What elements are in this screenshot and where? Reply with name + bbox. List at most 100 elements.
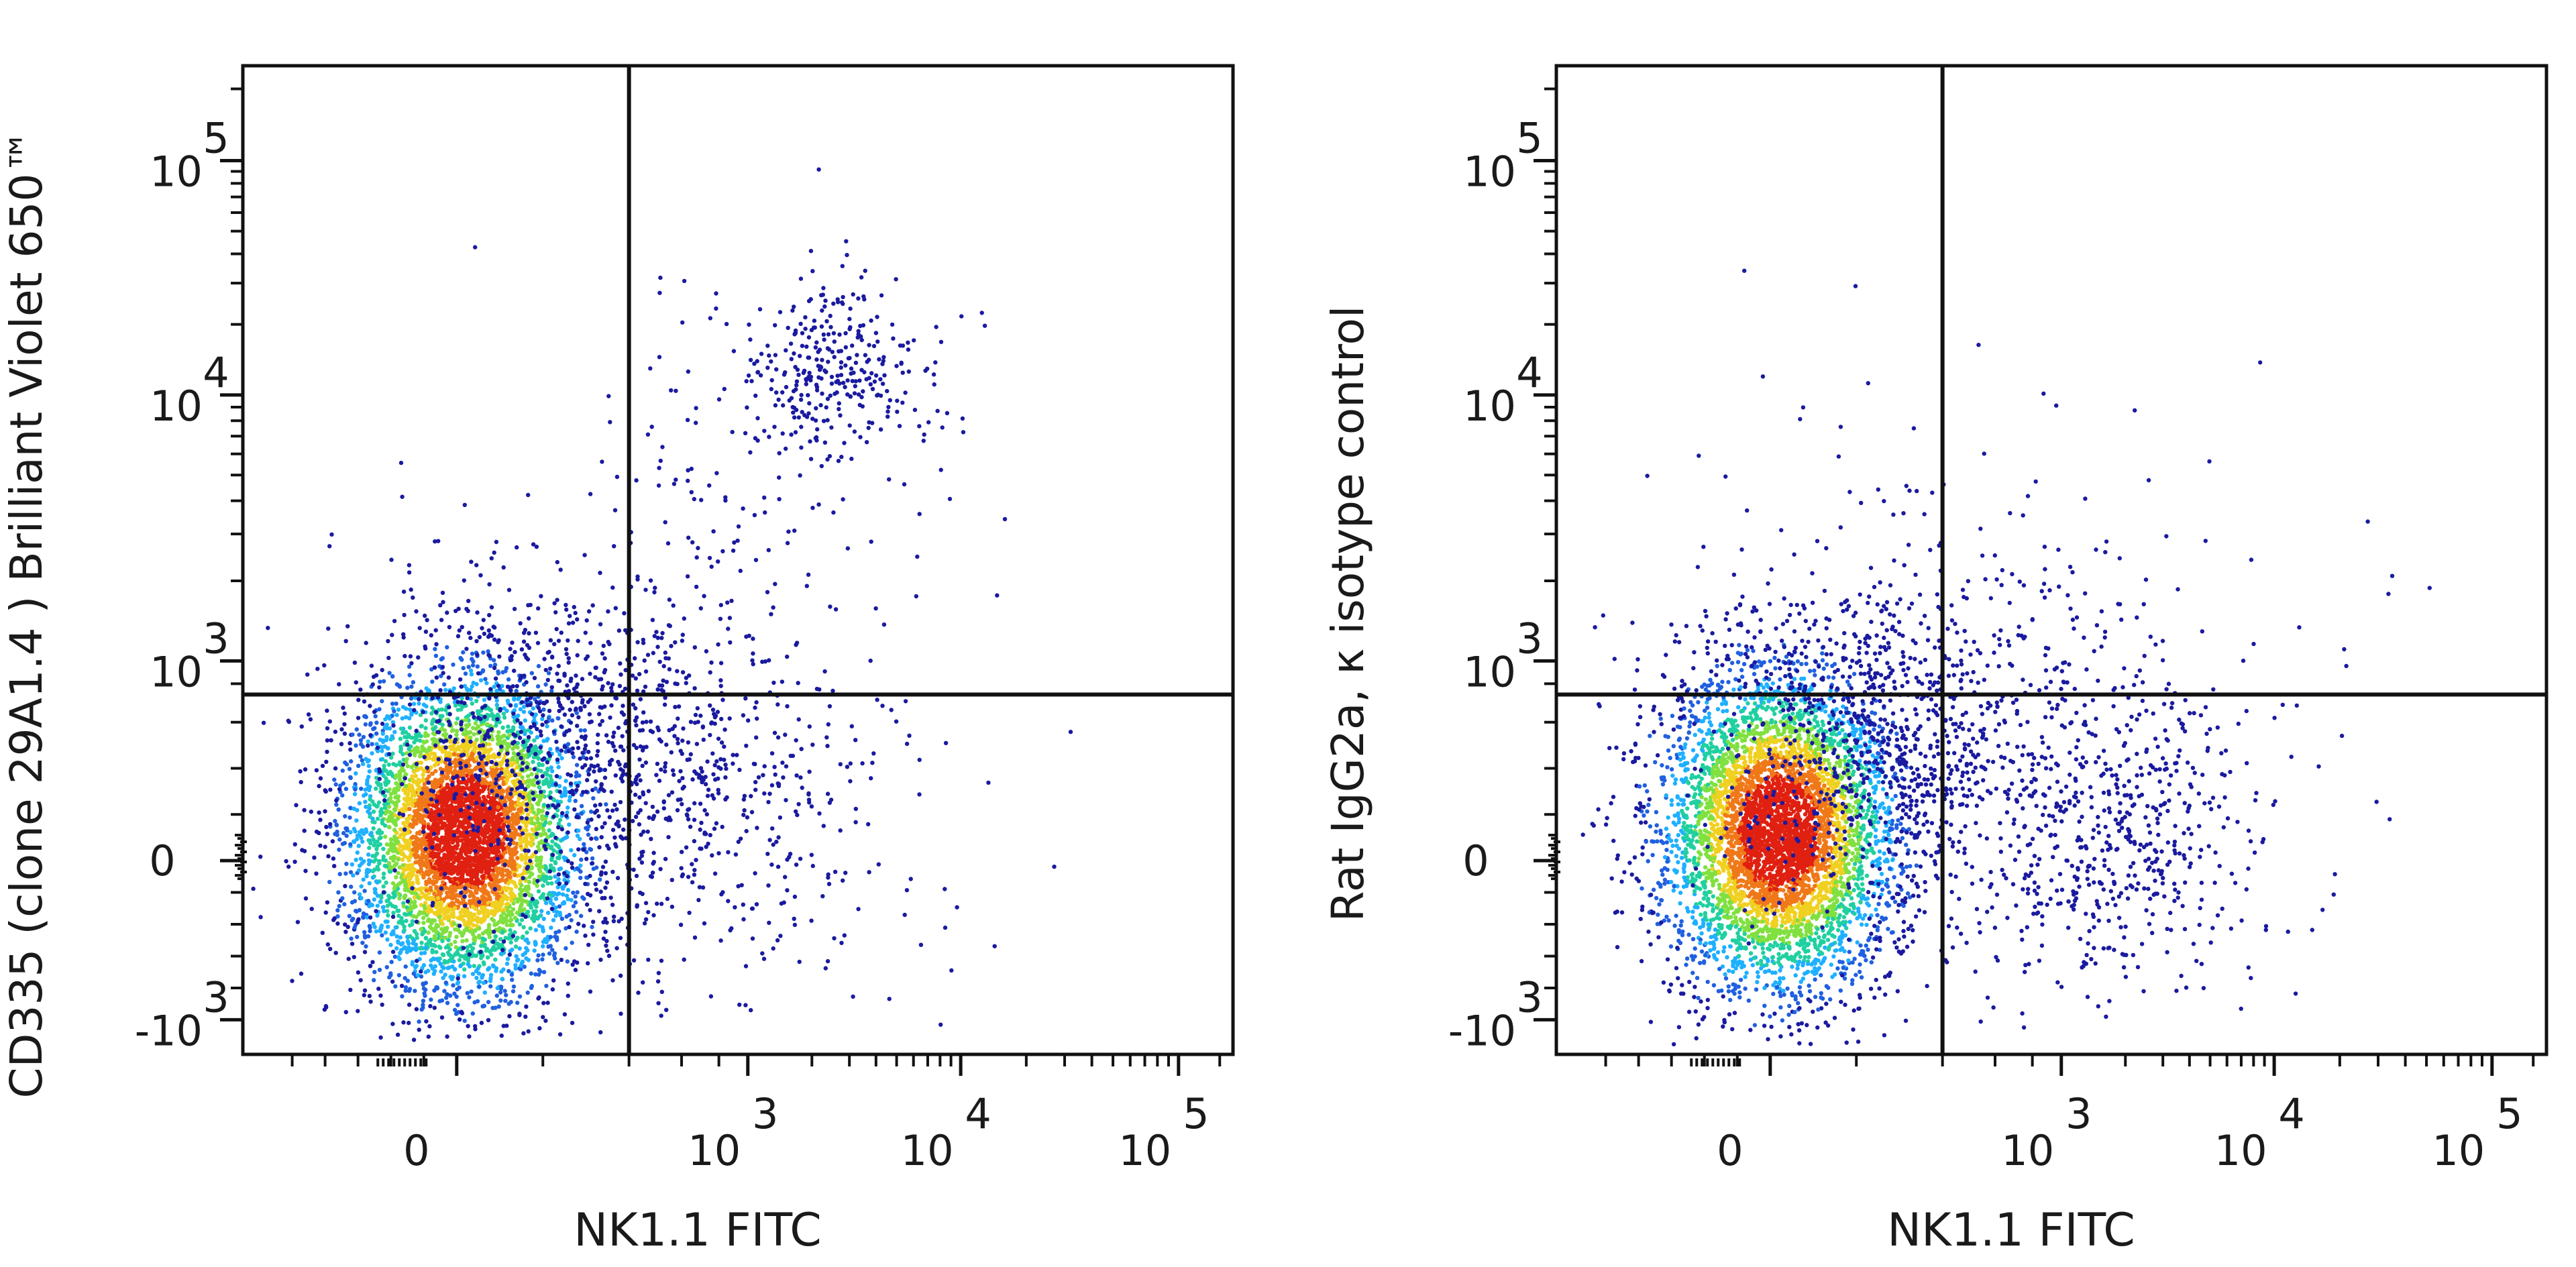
event-dot <box>515 1000 520 1005</box>
event-dot <box>496 1004 501 1009</box>
event-dot <box>386 818 390 822</box>
event-dot <box>555 892 559 897</box>
event-dot <box>464 718 469 722</box>
event-dot <box>537 1026 542 1031</box>
event-dot <box>639 860 645 865</box>
event-dot <box>353 787 358 792</box>
event-dot <box>531 759 535 765</box>
event-dot <box>690 880 695 885</box>
event-dot <box>610 978 615 983</box>
event-dot <box>427 755 432 761</box>
event-dot <box>573 798 578 804</box>
event-dot <box>325 942 330 947</box>
event-dot <box>501 841 506 846</box>
event-dot <box>355 934 360 940</box>
event-dot <box>340 896 345 901</box>
event-dot <box>512 873 517 877</box>
event-dot <box>481 650 486 655</box>
event-dot <box>400 752 405 757</box>
event-dot <box>390 674 395 679</box>
event-dot <box>412 740 417 745</box>
event-dot <box>364 827 368 832</box>
event-dot <box>525 812 531 817</box>
event-dot <box>396 707 401 712</box>
event-dot <box>488 796 494 802</box>
event-dot <box>380 749 384 753</box>
event-dot <box>578 875 583 881</box>
event-dot <box>406 830 411 835</box>
event-dot <box>474 681 479 687</box>
event-dot <box>515 856 520 861</box>
event-dot <box>551 832 555 837</box>
event-dot <box>366 934 371 939</box>
event-dot <box>534 858 539 863</box>
event-dot <box>482 962 486 967</box>
event-dot <box>541 952 545 957</box>
event-dot <box>382 767 386 772</box>
event-dot <box>419 940 424 945</box>
event-dot <box>467 1034 472 1039</box>
event-dot <box>488 984 493 989</box>
event-dot <box>407 1002 412 1007</box>
event-dot <box>535 735 539 740</box>
event-dot <box>377 836 382 841</box>
event-dot <box>451 662 455 667</box>
event-dot <box>402 875 407 879</box>
event-dot <box>458 954 463 958</box>
event-dot <box>440 938 445 944</box>
event-dot <box>490 768 495 773</box>
event-dot <box>430 950 435 954</box>
event-dot <box>459 916 464 921</box>
event-dot <box>550 718 555 723</box>
event-dot <box>349 936 354 941</box>
event-dot <box>544 877 549 881</box>
event-dot <box>378 899 383 904</box>
event-dot <box>381 875 386 880</box>
event-dot <box>423 946 428 950</box>
event-dot <box>477 635 482 640</box>
event-dot <box>366 775 371 779</box>
event-dot <box>598 1030 603 1035</box>
event-dot <box>523 628 528 632</box>
event-dot <box>548 774 553 779</box>
event-dot <box>541 944 545 949</box>
event-dot <box>365 780 370 785</box>
event-dot <box>370 960 375 965</box>
event-dot <box>502 989 507 993</box>
event-dot <box>337 847 341 852</box>
event-dot <box>417 738 422 743</box>
event-dot <box>385 903 390 908</box>
event-dot <box>482 862 487 867</box>
event-dot <box>541 738 546 743</box>
event-dot <box>349 884 354 889</box>
event-dot <box>320 763 325 769</box>
event-dot <box>374 846 379 852</box>
event-dot <box>455 980 461 985</box>
event-dot <box>600 865 606 869</box>
event-dot <box>366 899 371 903</box>
event-dot <box>387 804 392 809</box>
event-dot <box>445 610 449 615</box>
event-dot <box>440 714 445 718</box>
event-dot <box>472 894 476 899</box>
event-dot <box>595 740 600 746</box>
event-dot <box>435 910 439 915</box>
event-dot <box>383 759 388 764</box>
event-dot <box>448 879 453 884</box>
event-dot <box>334 802 339 807</box>
event-dot <box>482 833 486 838</box>
event-dot <box>541 883 545 888</box>
event-dot <box>545 736 550 741</box>
event-dot <box>508 773 514 778</box>
event-dot <box>502 715 507 720</box>
event-dot <box>323 910 328 915</box>
event-dot <box>533 928 539 932</box>
event-dot <box>488 828 494 833</box>
event-dot <box>560 886 566 891</box>
event-dot <box>352 806 356 811</box>
event-dot <box>306 712 311 717</box>
event-dot <box>493 957 498 962</box>
event-dot <box>394 946 399 951</box>
event-dot <box>356 844 361 848</box>
event-dot <box>372 843 376 848</box>
